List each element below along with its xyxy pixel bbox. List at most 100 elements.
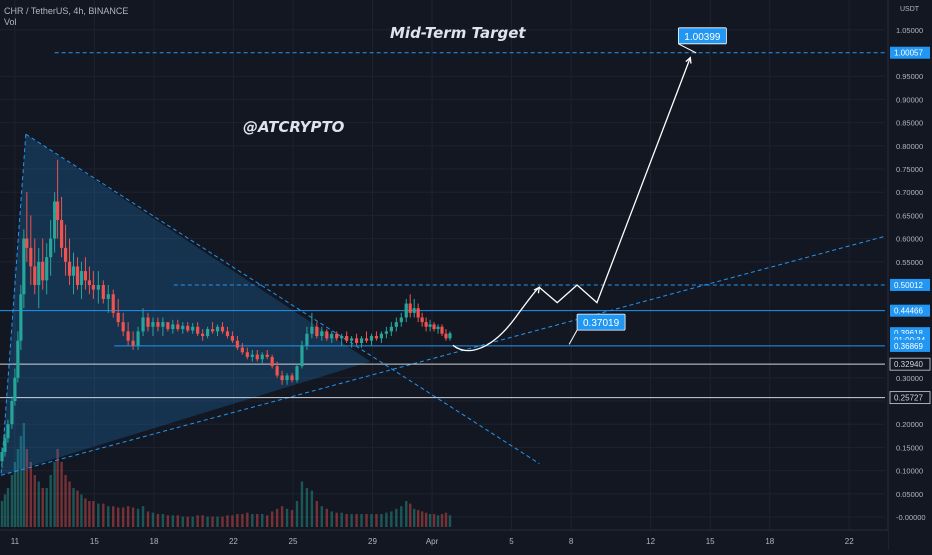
time-tick-label: 15: [706, 537, 715, 546]
volume-bar: [92, 501, 95, 527]
candle-body: [374, 336, 379, 339]
time-axis-bg: [0, 530, 888, 550]
volume-bar: [420, 511, 424, 527]
volume-bar: [37, 481, 40, 527]
volume-bar: [49, 475, 52, 527]
volume-bar: [405, 501, 408, 527]
candle-body: [408, 303, 412, 313]
volume-bar: [116, 507, 120, 527]
symbol-legend[interactable]: CHR / TetherUS, 4h, BINANCE: [4, 6, 129, 16]
candle-body: [41, 261, 45, 281]
candle-body: [340, 336, 344, 339]
price-tick-label: 0.30000: [896, 374, 923, 383]
volume-bar: [13, 462, 17, 527]
price-tick-label: 0.15000: [896, 443, 923, 452]
volume-bar: [201, 515, 204, 527]
callout-box: [576, 313, 626, 331]
volume-bar: [16, 449, 20, 527]
ascending-trendline: [0, 235, 886, 476]
volume-bar: [97, 503, 100, 527]
volume-bar: [22, 423, 26, 527]
price-marker: [890, 304, 930, 317]
projection-path: [452, 56, 692, 352]
horizontal-levels: [0, 52, 885, 399]
volume-bar: [10, 475, 14, 527]
price-tick-label: 0.75000: [896, 165, 923, 174]
candle-body: [101, 285, 105, 299]
candle-body: [131, 340, 135, 346]
volume-bar: [236, 514, 239, 527]
volume-legend[interactable]: Vol: [4, 17, 17, 27]
callout-box: [677, 27, 727, 45]
volume-bar: [365, 514, 368, 527]
volume-bar: [256, 514, 259, 527]
volume-bar: [424, 512, 428, 527]
time-tick-label: 12: [646, 537, 655, 546]
volume-bar: [310, 490, 314, 527]
time-tick-label: Apr: [426, 537, 439, 546]
time-tick-label: 18: [150, 537, 159, 546]
candle-body: [412, 308, 416, 313]
time-axis[interactable]: 11 15 18 22 25 29 Apr 5 8 12 15 18 22: [0, 529, 888, 550]
candle-body: [290, 375, 294, 381]
candle-body: [141, 317, 145, 332]
volume-bar: [380, 514, 383, 527]
callout-label: 1.00399: [684, 32, 721, 43]
triangle-left-edge: [0, 134, 27, 476]
candle-body: [250, 354, 254, 357]
volume-bar: [400, 506, 403, 527]
candle-body: [13, 377, 17, 401]
candle-body: [436, 326, 440, 330]
candle-body: [300, 345, 304, 367]
candle-body: [384, 331, 388, 334]
candle-body: [379, 333, 384, 339]
candle-body: [305, 333, 309, 346]
candle-body: [6, 424, 10, 439]
candle-body: [215, 326, 220, 332]
volume-bar: [53, 462, 56, 527]
candle-body: [315, 326, 319, 337]
price-tick-label: 0.20000: [896, 420, 923, 429]
price-axis[interactable]: USDT 1.05000 0.95000 0.90000 0.85000 0.80000 0…: [887, 0, 932, 550]
candle-body: [33, 266, 37, 285]
volume-bar: [330, 511, 333, 527]
candle-body: [83, 271, 88, 281]
volume-bar: [146, 511, 150, 527]
volume-bar: [320, 506, 324, 527]
volume-bar: [84, 498, 87, 527]
volume-bar: [156, 514, 160, 527]
candle-body: [255, 354, 259, 360]
candle-body: [364, 338, 369, 341]
candle-body: [29, 247, 33, 267]
volume-bar: [412, 508, 416, 527]
price-marker-label: 0.39618: [894, 329, 923, 338]
candle-body: [424, 322, 428, 327]
candle-body: [75, 266, 80, 285]
price-marker-label: 0.50012: [894, 281, 923, 290]
volume-bar: [355, 514, 358, 527]
candle-body: [71, 266, 76, 276]
volume-bar: [25, 449, 29, 527]
price-tick-label: 0.10000: [896, 467, 923, 476]
volume-bar: [112, 506, 115, 527]
volume-bar: [56, 449, 59, 527]
projection-arrowhead: [533, 286, 541, 294]
candle-body: [230, 336, 235, 341]
candle-body: [389, 326, 393, 332]
callout-pointer: [678, 43, 697, 54]
price-tick-label: 0.70000: [896, 188, 923, 197]
candle-body: [201, 333, 205, 337]
volume-bar: [390, 511, 393, 527]
volume-bar: [176, 515, 179, 527]
volume-bar: [335, 512, 338, 527]
volume-bar: [196, 515, 199, 527]
volume-bar: [186, 516, 189, 527]
volume-bar: [246, 512, 249, 527]
volume-bar: [64, 475, 67, 527]
axis-unit-label: USDT: [900, 6, 920, 13]
target-title-annotation: Mid-Term Target: [390, 24, 526, 42]
candle-body: [111, 294, 115, 313]
candle-body: [116, 312, 120, 323]
candle-body: [220, 326, 225, 332]
candle-body: [91, 285, 95, 290]
